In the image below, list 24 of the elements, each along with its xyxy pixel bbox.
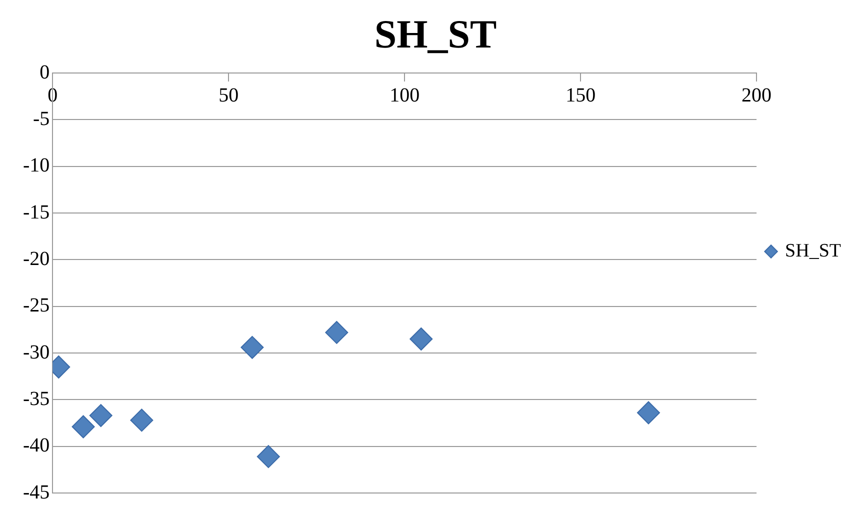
legend-label: SH_ST	[785, 240, 842, 262]
point	[325, 320, 348, 344]
point	[89, 404, 112, 428]
x-tick-label: 100	[390, 84, 420, 106]
y-tick-label: -35	[22, 388, 50, 410]
x-tick-label: 50	[218, 84, 239, 106]
y-tick-label: -30	[22, 341, 50, 364]
y-tick-label: 0	[40, 61, 50, 84]
point	[256, 445, 280, 468]
y-tick-label: -25	[22, 294, 50, 317]
y-tick-label: -10	[22, 154, 50, 177]
y-tick-label: -5	[32, 108, 50, 130]
y-tick-label: -45	[22, 481, 50, 504]
chart-title: SH_ST	[374, 11, 497, 56]
point	[410, 328, 433, 350]
point	[240, 336, 264, 359]
y-tick-label: -40	[22, 434, 50, 457]
x-tick-label: 200	[742, 84, 772, 106]
y-tick-label: -15	[22, 201, 50, 224]
y-tick-label: -20	[22, 248, 50, 270]
x-tick-label: 150	[566, 84, 596, 106]
point	[72, 415, 95, 438]
point	[130, 408, 154, 432]
point	[636, 401, 660, 424]
